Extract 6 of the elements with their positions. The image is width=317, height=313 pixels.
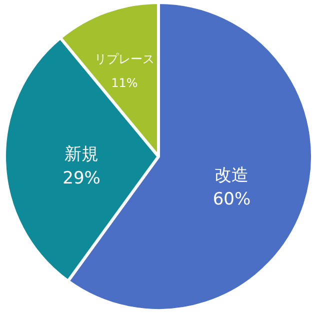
data-label: 11% [111, 76, 138, 90]
slice-label: リプレース [94, 52, 154, 66]
data-label: 60% [212, 190, 251, 210]
data-label: 29% [62, 168, 100, 188]
slice-label: 新規 [64, 144, 99, 164]
slice-label: 改造 [214, 166, 249, 186]
